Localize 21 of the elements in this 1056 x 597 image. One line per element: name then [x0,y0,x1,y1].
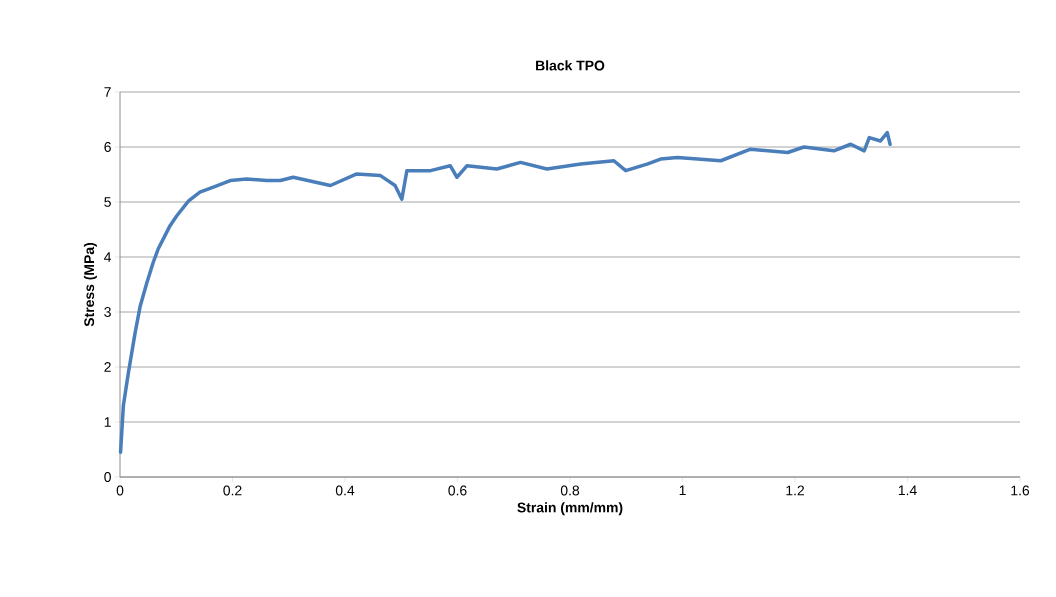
x-tick-label: 1.2 [786,485,805,496]
x-tick-label: 1.4 [898,485,917,496]
line-series [118,130,892,454]
y-axis-title: Stress (MPa) [83,242,97,327]
y-tick-label: 4 [104,252,112,262]
y-tick-label: 5 [104,197,111,207]
x-tick-label: 0.2 [223,485,242,496]
y-tick-label: 0 [104,472,111,482]
x-tick-label: 1.6 [1011,485,1030,496]
x-tick-label: 0.6 [448,485,467,496]
chart-title: Black TPO [536,60,605,71]
y-tick-label: 6 [104,142,111,152]
x-axis-title: Strain (mm/mm) [517,502,623,516]
x-tick-label: 0.8 [560,485,580,496]
y-tick-label: 3 [104,307,111,317]
y-tick-label: 1 [104,417,111,427]
x-tick-label: 1 [679,485,686,496]
x-tick-label: 0.4 [335,485,355,496]
y-tick-label: 7 [104,87,111,97]
x-tick-label: 0 [116,485,124,496]
y-tick-label: 2 [104,362,111,372]
